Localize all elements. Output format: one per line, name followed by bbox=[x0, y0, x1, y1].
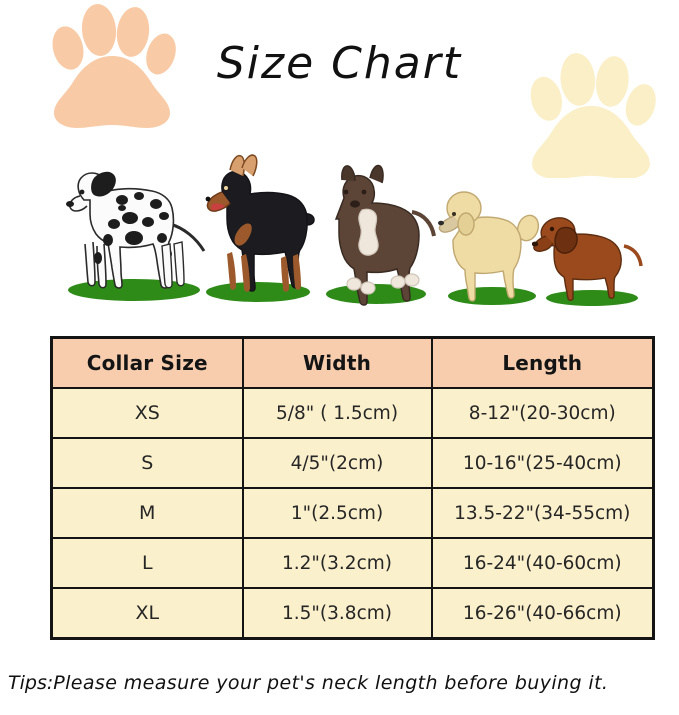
cell-length: 16-26"(40-66cm) bbox=[430, 587, 655, 640]
dog-illustration-dalmatian bbox=[38, 138, 218, 306]
cell-length: 8-12"(20-30cm) bbox=[430, 387, 655, 439]
cell-width: 4/5"(2cm) bbox=[241, 437, 433, 489]
tips-label: Tips: bbox=[8, 672, 54, 694]
column-header-length: Length bbox=[430, 336, 655, 389]
table-row: XS 5/8" ( 1.5cm) 8-12"(20-30cm) bbox=[50, 387, 655, 439]
cell-length: 16-24"(40-60cm) bbox=[430, 537, 655, 589]
cell-size: S bbox=[50, 437, 244, 489]
cell-width: 5/8" ( 1.5cm) bbox=[241, 387, 433, 439]
table-row: S 4/5"(2cm) 10-16"(25-40cm) bbox=[50, 437, 655, 489]
cell-size: XL bbox=[50, 587, 244, 640]
table-row: L 1.2"(3.2cm) 16-24"(40-60cm) bbox=[50, 537, 655, 589]
table-row: M 1"(2.5cm) 13.5-22"(34-55cm) bbox=[50, 487, 655, 539]
tips-note: Tips:Please measure your pet's neck leng… bbox=[8, 672, 676, 694]
tips-text: Please measure your pet's neck length be… bbox=[53, 672, 609, 694]
page-title: Size Chart bbox=[216, 38, 463, 89]
cell-width: 1"(2.5cm) bbox=[241, 487, 433, 539]
cell-size: M bbox=[50, 487, 244, 539]
size-chart-table: Collar Size Width Length XS 5/8" ( 1.5cm… bbox=[50, 336, 655, 640]
dog-illustration-band bbox=[0, 126, 679, 306]
cell-size: XS bbox=[50, 387, 244, 439]
table-header-row: Collar Size Width Length bbox=[50, 336, 655, 389]
cell-width: 1.2"(3.2cm) bbox=[241, 537, 433, 589]
paw-print-icon bbox=[46, 4, 178, 128]
dog-illustration-pitbull bbox=[314, 154, 438, 306]
paw-print-icon bbox=[524, 52, 658, 178]
column-header-collar-size: Collar Size bbox=[50, 336, 244, 389]
dog-illustration-poodle bbox=[436, 178, 544, 306]
cell-length: 10-16"(25-40cm) bbox=[430, 437, 655, 489]
cell-size: L bbox=[50, 537, 244, 589]
cell-width: 1.5"(3.8cm) bbox=[241, 587, 433, 640]
table-row: XL 1.5"(3.8cm) 16-26"(40-66cm) bbox=[50, 587, 655, 640]
column-header-width: Width bbox=[241, 336, 433, 389]
dog-illustration-dachshund bbox=[532, 204, 648, 306]
cell-length: 13.5-22"(34-55cm) bbox=[430, 487, 655, 539]
dog-illustration-doberman bbox=[186, 144, 324, 306]
